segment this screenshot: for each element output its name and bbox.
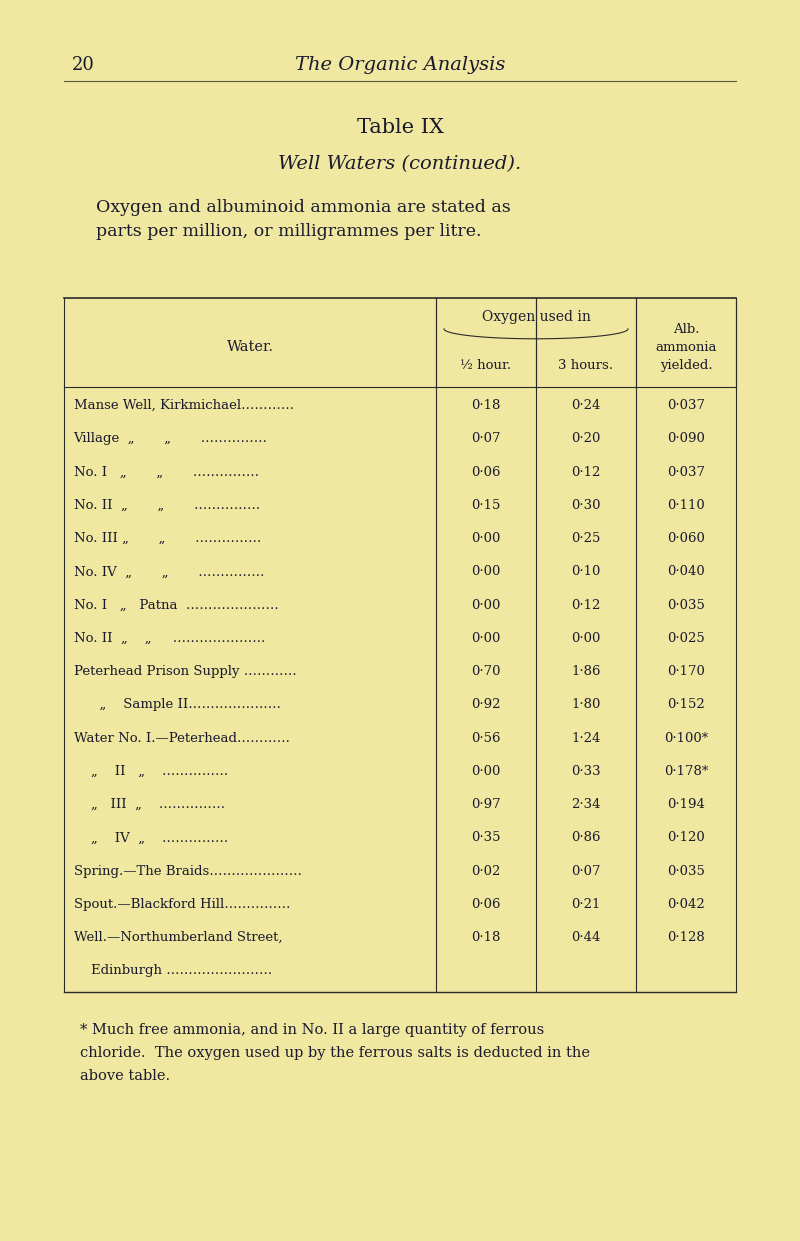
- Text: Well Waters (continued).: Well Waters (continued).: [278, 155, 522, 174]
- Text: 0·00: 0·00: [471, 764, 501, 778]
- Text: 0·86: 0·86: [571, 831, 601, 844]
- Text: 20: 20: [72, 56, 95, 74]
- Text: 0·18: 0·18: [471, 931, 501, 944]
- Text: Alb.
ammonia
yielded.: Alb. ammonia yielded.: [655, 323, 717, 371]
- Text: Village  „       „       ……………: Village „ „ ……………: [74, 432, 267, 446]
- Text: Edinburgh ……………………: Edinburgh ……………………: [74, 964, 272, 978]
- Text: „    IV  „    ……………: „ IV „ ……………: [74, 831, 228, 844]
- Text: Water.: Water.: [226, 340, 274, 355]
- Text: 0·110: 0·110: [667, 499, 705, 511]
- Text: 0·20: 0·20: [571, 432, 601, 446]
- Text: 0·33: 0·33: [571, 764, 601, 778]
- Text: 0·025: 0·025: [667, 632, 705, 645]
- Text: 0·120: 0·120: [667, 831, 705, 844]
- Text: 0·92: 0·92: [471, 699, 501, 711]
- Text: „    II   „    ……………: „ II „ ……………: [74, 764, 228, 778]
- Text: 0·037: 0·037: [667, 400, 705, 412]
- Text: 0·128: 0·128: [667, 931, 705, 944]
- Text: 0·035: 0·035: [667, 865, 705, 877]
- Text: 0·10: 0·10: [571, 566, 601, 578]
- Text: „   III  „    ……………: „ III „ ……………: [74, 798, 225, 812]
- Text: 1·80: 1·80: [571, 699, 601, 711]
- Text: 0·07: 0·07: [471, 432, 501, 446]
- Text: 0·56: 0·56: [471, 732, 501, 745]
- Text: The Organic Analysis: The Organic Analysis: [295, 56, 505, 74]
- Text: 0·00: 0·00: [471, 632, 501, 645]
- Text: 0·24: 0·24: [571, 400, 601, 412]
- Text: 0·97: 0·97: [471, 798, 501, 812]
- Text: Well.—Northumberland Street,: Well.—Northumberland Street,: [74, 931, 282, 944]
- Text: 0·02: 0·02: [471, 865, 501, 877]
- Text: No. I   „       „       ……………: No. I „ „ ……………: [74, 465, 258, 479]
- Text: 0·170: 0·170: [667, 665, 705, 678]
- Text: 0·00: 0·00: [471, 532, 501, 545]
- Text: 0·30: 0·30: [571, 499, 601, 511]
- Text: 0·44: 0·44: [571, 931, 601, 944]
- Text: 0·18: 0·18: [471, 400, 501, 412]
- Text: 0·70: 0·70: [471, 665, 501, 678]
- Text: No. IV  „       „       ……………: No. IV „ „ ……………: [74, 566, 264, 578]
- Text: Oxygen and albuminoid ammonia are stated as
parts per million, or milligrammes p: Oxygen and albuminoid ammonia are stated…: [96, 199, 510, 241]
- Text: No. III „       „       ……………: No. III „ „ ……………: [74, 532, 261, 545]
- Text: 1·86: 1·86: [571, 665, 601, 678]
- Text: 0·194: 0·194: [667, 798, 705, 812]
- Text: „    Sample II…………………: „ Sample II…………………: [74, 699, 281, 711]
- Text: 0·06: 0·06: [471, 898, 501, 911]
- Text: 0·07: 0·07: [571, 865, 601, 877]
- Text: 0·25: 0·25: [571, 532, 601, 545]
- Text: Peterhead Prison Supply …………: Peterhead Prison Supply …………: [74, 665, 296, 678]
- Text: 0·090: 0·090: [667, 432, 705, 446]
- Text: 0·00: 0·00: [471, 598, 501, 612]
- Text: 0·06: 0·06: [471, 465, 501, 479]
- Text: Manse Well, Kirkmichael…………: Manse Well, Kirkmichael…………: [74, 400, 294, 412]
- Text: 0·15: 0·15: [471, 499, 501, 511]
- Text: 3 hours.: 3 hours.: [558, 360, 614, 372]
- Text: 2·34: 2·34: [571, 798, 601, 812]
- Text: Water No. I.—Peterhead…………: Water No. I.—Peterhead…………: [74, 732, 290, 745]
- Text: 0·00: 0·00: [571, 632, 601, 645]
- Text: 0·178*: 0·178*: [664, 764, 708, 778]
- Text: No. II  „       „       ……………: No. II „ „ ……………: [74, 499, 260, 511]
- Text: 0·21: 0·21: [571, 898, 601, 911]
- Text: 0·060: 0·060: [667, 532, 705, 545]
- Text: 0·152: 0·152: [667, 699, 705, 711]
- Text: No. II  „    „     …………………: No. II „ „ …………………: [74, 632, 265, 645]
- Text: 0·12: 0·12: [571, 465, 601, 479]
- Text: Spring.—The Braids…………………: Spring.—The Braids…………………: [74, 865, 302, 877]
- Text: 0·35: 0·35: [471, 831, 501, 844]
- Text: Spout.—Blackford Hill……………: Spout.—Blackford Hill……………: [74, 898, 290, 911]
- Text: 0·037: 0·037: [667, 465, 705, 479]
- Text: 0·035: 0·035: [667, 598, 705, 612]
- Text: 0·12: 0·12: [571, 598, 601, 612]
- Text: 0·040: 0·040: [667, 566, 705, 578]
- Text: Oxygen used in: Oxygen used in: [482, 310, 590, 324]
- Text: 0·100*: 0·100*: [664, 732, 708, 745]
- Text: ½ hour.: ½ hour.: [461, 360, 511, 372]
- Text: 0·00: 0·00: [471, 566, 501, 578]
- Text: Table IX: Table IX: [357, 118, 443, 137]
- Text: * Much free ammonia, and in No. II a large quantity of ferrous
chloride.  The ox: * Much free ammonia, and in No. II a lar…: [80, 1023, 590, 1082]
- Text: No. I   „   Patna  …………………: No. I „ Patna …………………: [74, 598, 278, 612]
- Text: 0·042: 0·042: [667, 898, 705, 911]
- Text: 1·24: 1·24: [571, 732, 601, 745]
